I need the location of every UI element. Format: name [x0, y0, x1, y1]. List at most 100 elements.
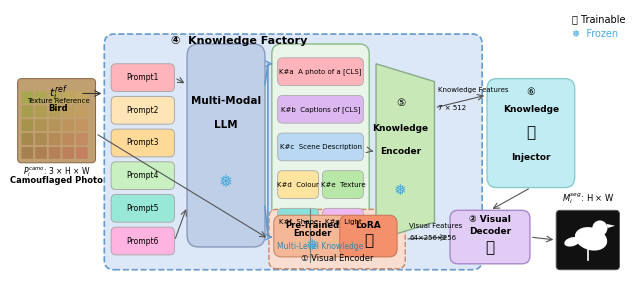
Polygon shape: [607, 224, 615, 228]
FancyBboxPatch shape: [35, 105, 47, 117]
Text: $M_i^{seg}$: H × W: $M_i^{seg}$: H × W: [561, 192, 614, 206]
FancyBboxPatch shape: [22, 119, 33, 131]
Text: K#g  Light: K#g Light: [324, 219, 362, 225]
FancyBboxPatch shape: [49, 147, 60, 159]
Text: LoRA: LoRA: [356, 221, 381, 230]
Text: ⑥: ⑥: [527, 87, 535, 97]
Text: 🔥 Trainable: 🔥 Trainable: [572, 14, 625, 24]
Text: Prompt2: Prompt2: [127, 106, 159, 115]
Circle shape: [592, 220, 607, 236]
FancyBboxPatch shape: [18, 79, 95, 163]
FancyBboxPatch shape: [35, 91, 47, 103]
FancyBboxPatch shape: [274, 215, 351, 257]
FancyBboxPatch shape: [487, 79, 575, 188]
Text: Prompt4: Prompt4: [127, 171, 159, 180]
FancyBboxPatch shape: [340, 215, 397, 257]
Text: Visual Features: Visual Features: [409, 223, 462, 229]
FancyBboxPatch shape: [76, 91, 88, 103]
FancyBboxPatch shape: [556, 210, 620, 270]
FancyBboxPatch shape: [111, 194, 175, 222]
Text: ① Visual Encoder: ① Visual Encoder: [301, 254, 373, 263]
Text: Prompt5: Prompt5: [127, 204, 159, 213]
Text: K#b  Captions of [CLS]: K#b Captions of [CLS]: [281, 106, 360, 113]
FancyBboxPatch shape: [278, 133, 364, 161]
Text: 7 × 512: 7 × 512: [438, 105, 467, 111]
Text: Prompt6: Prompt6: [127, 237, 159, 246]
FancyBboxPatch shape: [111, 64, 175, 91]
Text: LLM: LLM: [214, 120, 238, 130]
FancyBboxPatch shape: [35, 133, 47, 145]
Text: $t_i^{ref}$: $t_i^{ref}$: [49, 84, 68, 103]
FancyBboxPatch shape: [35, 147, 47, 159]
Text: ❅: ❅: [307, 238, 319, 253]
Ellipse shape: [575, 227, 607, 250]
Text: 64×256×256: 64×256×256: [409, 235, 456, 241]
FancyBboxPatch shape: [76, 133, 88, 145]
Text: Injector: Injector: [511, 153, 550, 162]
FancyBboxPatch shape: [104, 34, 482, 270]
Text: 🔥: 🔥: [526, 126, 536, 141]
FancyBboxPatch shape: [63, 105, 74, 117]
Text: ❅  Frozen: ❅ Frozen: [572, 29, 618, 39]
FancyBboxPatch shape: [49, 119, 60, 131]
FancyBboxPatch shape: [49, 91, 60, 103]
Ellipse shape: [564, 237, 580, 246]
FancyBboxPatch shape: [22, 147, 33, 159]
FancyBboxPatch shape: [111, 227, 175, 255]
FancyBboxPatch shape: [22, 133, 33, 145]
Text: Knowledge: Knowledge: [372, 125, 429, 134]
Text: Bird: Bird: [49, 104, 68, 113]
Text: K#e  Texture: K#e Texture: [321, 182, 365, 188]
FancyBboxPatch shape: [76, 119, 88, 131]
Text: K#f  Shape: K#f Shape: [278, 219, 317, 225]
Text: Encoder: Encoder: [380, 147, 421, 156]
Text: Decoder: Decoder: [469, 227, 511, 236]
Text: ❅: ❅: [394, 183, 407, 198]
Text: ⑤: ⑤: [396, 98, 405, 108]
FancyBboxPatch shape: [272, 44, 369, 257]
FancyBboxPatch shape: [450, 210, 530, 264]
Text: Multi-Modal: Multi-Modal: [191, 96, 261, 106]
FancyBboxPatch shape: [22, 105, 33, 117]
Text: Prompt1: Prompt1: [127, 73, 159, 82]
FancyBboxPatch shape: [76, 147, 88, 159]
FancyBboxPatch shape: [63, 91, 74, 103]
FancyBboxPatch shape: [278, 171, 319, 198]
Text: Pre-Trained: Pre-Trained: [285, 221, 340, 230]
Text: 🔥: 🔥: [485, 240, 495, 255]
Text: Knowledge: Knowledge: [503, 105, 559, 113]
Polygon shape: [376, 64, 435, 240]
Text: Encoder: Encoder: [293, 230, 332, 239]
FancyBboxPatch shape: [323, 171, 364, 198]
FancyBboxPatch shape: [111, 162, 175, 190]
FancyBboxPatch shape: [111, 97, 175, 124]
FancyBboxPatch shape: [76, 105, 88, 117]
Text: Prompt3: Prompt3: [127, 138, 159, 147]
FancyBboxPatch shape: [63, 147, 74, 159]
FancyBboxPatch shape: [63, 133, 74, 145]
Text: 🔥: 🔥: [364, 233, 373, 248]
FancyBboxPatch shape: [63, 119, 74, 131]
FancyBboxPatch shape: [278, 58, 364, 85]
Text: Texture Reference: Texture Reference: [27, 98, 90, 104]
Text: K#d  Colour: K#d Colour: [277, 182, 319, 188]
Text: ❅: ❅: [219, 173, 233, 191]
Text: $P_i^{camo}$: 3 × H × W: $P_i^{camo}$: 3 × H × W: [23, 166, 90, 179]
FancyBboxPatch shape: [49, 105, 60, 117]
Text: K#c  Scene Description: K#c Scene Description: [280, 144, 362, 150]
Text: Knowledge Features: Knowledge Features: [438, 87, 509, 93]
FancyBboxPatch shape: [187, 44, 265, 247]
FancyBboxPatch shape: [278, 95, 364, 123]
FancyBboxPatch shape: [22, 91, 33, 103]
FancyBboxPatch shape: [278, 208, 319, 236]
FancyBboxPatch shape: [323, 208, 364, 236]
Text: ④  Knowledge Factory: ④ Knowledge Factory: [170, 36, 307, 46]
Text: ② Visual: ② Visual: [469, 215, 511, 224]
Text: Camouflaged Photo: Camouflaged Photo: [10, 176, 103, 185]
FancyBboxPatch shape: [35, 119, 47, 131]
FancyBboxPatch shape: [269, 209, 405, 269]
Text: Multi-Level Knowledge: Multi-Level Knowledge: [277, 242, 364, 251]
FancyBboxPatch shape: [49, 133, 60, 145]
Text: K#a  A photo of a [CLS]: K#a A photo of a [CLS]: [279, 68, 362, 75]
FancyBboxPatch shape: [111, 129, 175, 157]
